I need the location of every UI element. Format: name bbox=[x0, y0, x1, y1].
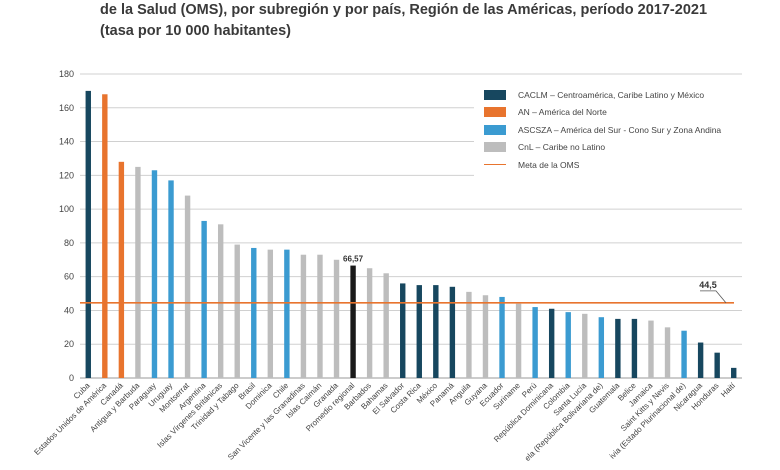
bar bbox=[400, 283, 406, 378]
bar bbox=[333, 259, 340, 378]
legend-item-cnl: CnL – Caribe no Latino bbox=[484, 139, 770, 157]
legend-label-ascsza: ASCSZA – América del Sur - Cono Sur y Zo… bbox=[518, 124, 722, 135]
bar bbox=[102, 94, 108, 379]
bar bbox=[366, 268, 373, 378]
bar bbox=[251, 247, 257, 378]
bar bbox=[234, 244, 240, 378]
legend-line-target bbox=[484, 164, 506, 166]
bar bbox=[433, 285, 439, 378]
legend-swatch-an bbox=[484, 107, 506, 118]
data-label: 66,57 bbox=[343, 255, 364, 264]
bar bbox=[168, 180, 174, 378]
legend-label-target: Meta de la OMS bbox=[518, 159, 580, 170]
target-label: 44,5 bbox=[699, 280, 717, 290]
legend-swatch-caclm bbox=[484, 89, 506, 100]
y-tick-label: 140 bbox=[59, 137, 74, 147]
bar bbox=[697, 342, 704, 378]
x-tick-label: Haití bbox=[719, 381, 738, 400]
bar bbox=[648, 320, 654, 378]
bar bbox=[300, 254, 307, 378]
bar bbox=[184, 195, 191, 378]
bar bbox=[548, 308, 555, 378]
bar bbox=[598, 317, 605, 378]
bar bbox=[515, 303, 522, 378]
y-tick-label: 120 bbox=[59, 170, 74, 180]
y-tick-label: 60 bbox=[64, 272, 74, 282]
bar bbox=[582, 313, 588, 378]
y-tick-label: 100 bbox=[59, 204, 74, 214]
bar bbox=[217, 224, 224, 378]
bar bbox=[565, 312, 571, 378]
legend-label-cnl: CnL – Caribe no Latino bbox=[518, 142, 606, 153]
bar bbox=[135, 166, 141, 378]
legend-swatch-cnl bbox=[484, 142, 506, 153]
bar bbox=[482, 295, 489, 378]
bar bbox=[267, 249, 274, 378]
bar bbox=[284, 249, 290, 378]
legend-label-an: AN – América del Norte bbox=[518, 107, 607, 118]
target-callout bbox=[700, 290, 727, 304]
title-line-1: de la Salud (OMS), por subregión y por p… bbox=[100, 2, 708, 18]
bar bbox=[416, 285, 422, 378]
title-line-2: (tasa por 10 000 habitantes) bbox=[100, 23, 291, 39]
bar bbox=[466, 291, 472, 378]
bar bbox=[151, 170, 158, 378]
bar bbox=[731, 367, 737, 378]
legend: CACLM – Centroamérica, Caribe Latino y M… bbox=[474, 78, 770, 176]
bar bbox=[615, 318, 621, 378]
bar bbox=[714, 352, 720, 378]
bar bbox=[631, 318, 638, 378]
bar bbox=[664, 327, 671, 378]
y-tick-label: 80 bbox=[64, 238, 74, 248]
legend-label-caclm: CACLM – Centroamérica, Caribe Latino y M… bbox=[518, 89, 705, 100]
bar bbox=[499, 296, 505, 378]
bar bbox=[85, 90, 91, 378]
bar bbox=[383, 273, 389, 378]
y-tick-label: 20 bbox=[64, 339, 74, 349]
y-tick-label: 180 bbox=[59, 69, 74, 79]
legend-item-target: Meta de la OMS bbox=[484, 156, 770, 174]
legend-swatch-ascsza bbox=[484, 124, 506, 135]
bar bbox=[449, 286, 456, 378]
chart-title: de la Salud (OMS), por subregión y por p… bbox=[100, 0, 770, 42]
legend-item-ascsza: ASCSZA – América del Sur - Cono Sur y Zo… bbox=[484, 121, 770, 139]
bar bbox=[317, 254, 323, 378]
bar bbox=[532, 307, 538, 378]
bar bbox=[201, 220, 207, 378]
bar bbox=[681, 330, 687, 378]
y-tick-label: 40 bbox=[64, 305, 74, 315]
y-tick-label: 160 bbox=[59, 103, 74, 113]
bar bbox=[118, 161, 125, 378]
legend-item-caclm: CACLM – Centroamérica, Caribe Latino y M… bbox=[484, 86, 770, 104]
bar bbox=[350, 265, 356, 378]
legend-item-an: AN – América del Norte bbox=[484, 104, 770, 122]
y-tick-label: 0 bbox=[69, 373, 74, 383]
